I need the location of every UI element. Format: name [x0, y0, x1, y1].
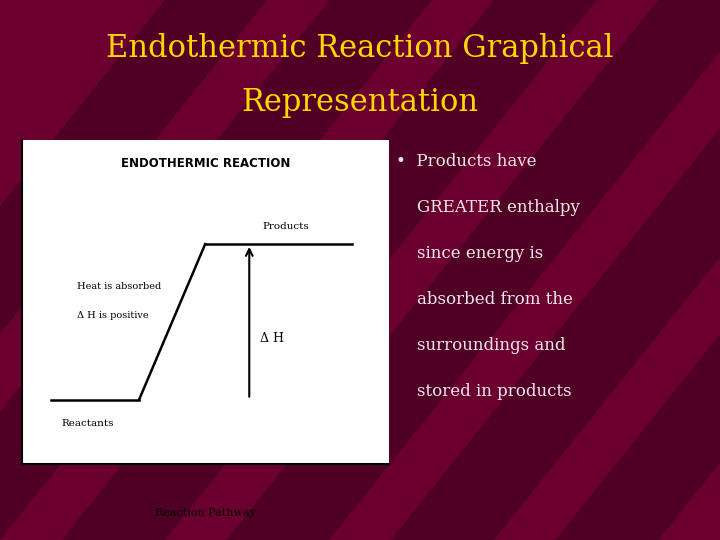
- Text: Heat is absorbed: Heat is absorbed: [76, 282, 161, 291]
- Text: Reaction Pathway: Reaction Pathway: [155, 508, 256, 518]
- Polygon shape: [0, 0, 431, 540]
- Polygon shape: [0, 0, 266, 540]
- Text: Δ H is positive: Δ H is positive: [76, 311, 148, 320]
- Text: surroundings and: surroundings and: [396, 337, 565, 354]
- Text: stored in products: stored in products: [396, 383, 572, 400]
- Text: GREATER enthalpy: GREATER enthalpy: [396, 199, 580, 217]
- Polygon shape: [392, 0, 720, 540]
- Polygon shape: [63, 0, 595, 540]
- Polygon shape: [557, 0, 720, 540]
- Text: ENDOTHERMIC REACTION: ENDOTHERMIC REACTION: [120, 157, 290, 170]
- Text: Endothermic Reaction Graphical: Endothermic Reaction Graphical: [107, 33, 613, 64]
- Text: Reactants: Reactants: [61, 419, 114, 428]
- Text: Δ H: Δ H: [261, 332, 284, 345]
- Text: absorbed from the: absorbed from the: [396, 291, 573, 308]
- Polygon shape: [228, 0, 720, 540]
- Text: since energy is: since energy is: [396, 245, 544, 262]
- Text: Products: Products: [263, 222, 310, 231]
- Text: •  Products have: • Products have: [396, 153, 536, 171]
- Text: Representation: Representation: [241, 87, 479, 118]
